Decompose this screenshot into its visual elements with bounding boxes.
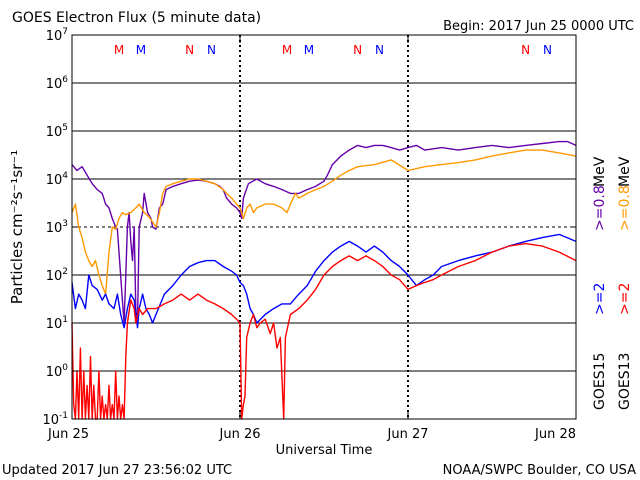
y-tick-label: 103 [46,219,68,236]
legend-label: >=0.8 [617,185,633,231]
series-line [71,242,577,420]
marker-label: N [521,43,530,57]
legend-label: >=2 [592,283,608,315]
marker-label: N [353,43,362,57]
x-axis-label: Universal Time [276,443,373,458]
marker-label: M [282,43,292,57]
legend-label: >=0.8 [592,185,608,231]
x-tick-label: Jun 25 [47,427,89,442]
x-tick-label: Jun 26 [219,427,261,442]
legend-label: GOES15 [592,353,608,410]
legend-label: >=2 [617,283,633,315]
x-tick-label: Jun 28 [534,427,576,442]
legend-label: MeV [617,156,633,187]
y-tick-label: 106 [46,75,69,92]
series-line [71,149,577,295]
y-tick-label: 10-1 [42,411,68,428]
legend-label: MeV [592,156,608,187]
updated-timestamp: Updated 2017 Jun 27 23:56:02 UTC [2,463,232,478]
y-axis-label: Particles cm⁻²s⁻¹sr⁻¹ [8,150,26,304]
y-tick-label: 100 [46,363,69,380]
marker-label: N [207,43,216,57]
x-tick-label: Jun 27 [387,427,429,442]
y-tick-label: 104 [46,171,69,188]
marker-label: M [304,43,314,57]
marker-label: N [185,43,194,57]
legend-label: GOES13 [617,353,633,410]
source-credit: NOAA/SWPC Boulder, CO USA [443,463,636,478]
y-tick-label: 107 [46,27,68,44]
marker-label: N [543,43,552,57]
marker-label: M [136,43,146,57]
chart-title: GOES Electron Flux (5 minute data) [12,10,261,26]
series-group [71,140,577,420]
y-axis-ticks: 10-1 100 101 102 103 104 105 106 107 [42,27,576,428]
marker-label: N [375,43,384,57]
begin-date: Begin: 2017 Jun 25 0000 UTC [443,19,634,34]
series-line [71,233,577,329]
y-tick-label: 102 [46,267,68,284]
y-tick-label: 101 [46,315,68,332]
y-tick-label: 105 [46,123,68,140]
x-axis-ticks: Jun 25 Jun 26 Jun 27 Jun 28 [47,35,577,442]
marker-label: M [114,43,124,57]
